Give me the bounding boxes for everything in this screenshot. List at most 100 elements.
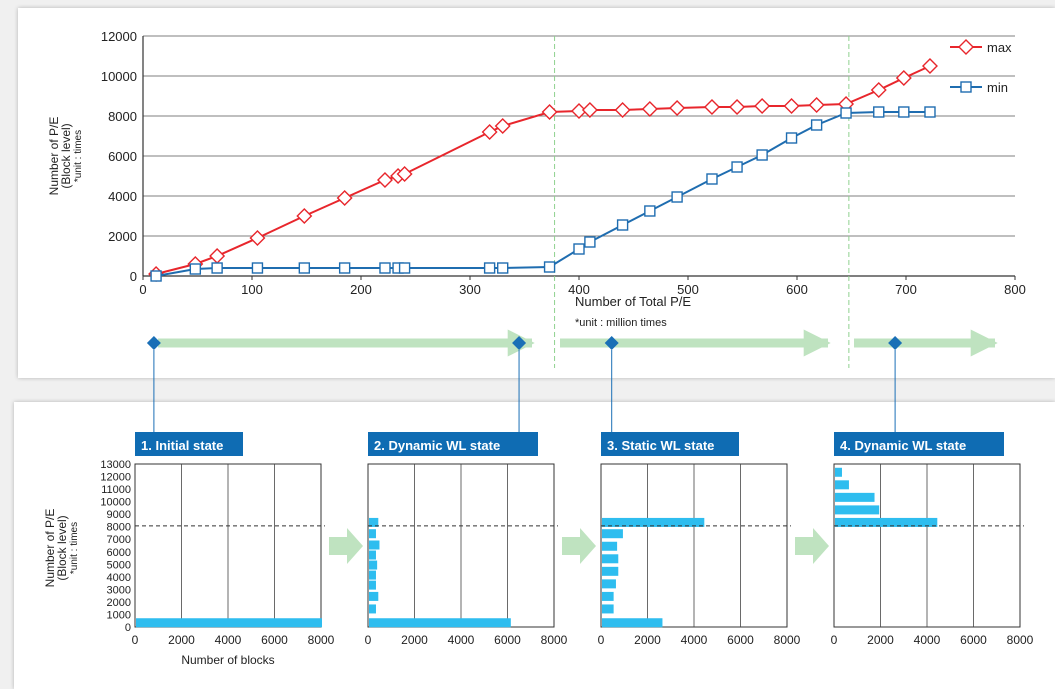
histogram-bar [835, 505, 880, 515]
min-point [483, 262, 496, 274]
y-axis-unit: *unit : times [73, 130, 84, 182]
histogram-bar [602, 604, 614, 614]
x-tick-label: 100 [241, 282, 263, 297]
transition-arrow [329, 528, 363, 564]
histogram-bar [369, 540, 380, 550]
histogram-bar [602, 541, 618, 551]
min-point [644, 205, 656, 217]
y-axis-label-line: (Block level) [55, 515, 69, 580]
y-tick-label: 12000 [100, 472, 131, 484]
histogram-bar [369, 580, 376, 590]
max-point [249, 230, 266, 246]
legend-marker [958, 39, 974, 55]
y-tick-label: 7000 [107, 534, 131, 546]
x-tick-label: 0 [365, 633, 372, 647]
min-point [543, 261, 556, 273]
x-tick-label: 2000 [867, 633, 894, 647]
histogram-bar [369, 529, 376, 539]
x-tick-label: 6000 [960, 633, 987, 647]
y-tick-label: 10000 [101, 69, 137, 84]
max-point [494, 118, 511, 134]
top-panel [18, 8, 1055, 378]
max-point [641, 101, 658, 117]
x-tick-label: 300 [459, 282, 481, 297]
y-axis-label-line: (Block level) [59, 123, 73, 188]
x-tick-label: 2000 [168, 633, 195, 647]
min-point [398, 262, 411, 274]
histogram-bar [136, 618, 322, 628]
max-point [209, 248, 226, 264]
min-point [211, 262, 223, 274]
y-tick-label: 11000 [101, 484, 131, 496]
y-tick-label: 13000 [100, 459, 131, 471]
max-point [870, 82, 887, 98]
x-tick-label: 4000 [681, 633, 708, 647]
series-line-min [155, 111, 930, 277]
x-tick-label: 200 [350, 282, 372, 297]
min-point [298, 262, 311, 274]
min-point [898, 106, 910, 118]
state-label-bg [834, 432, 1004, 456]
max-point [396, 166, 413, 182]
min-point [150, 270, 162, 282]
histogram-bar [602, 591, 614, 601]
min-point [924, 106, 936, 118]
state-label-bg [601, 432, 739, 456]
x-tick-label: 4000 [914, 633, 941, 647]
x-axis-label: Number of Total P/E [575, 294, 691, 309]
max-point [541, 104, 558, 120]
min-point [189, 263, 202, 275]
max-point [481, 124, 498, 140]
state-title: 2. Dynamic WL state [374, 438, 500, 453]
min-point [840, 107, 852, 119]
histogram-bar [602, 517, 705, 527]
histogram-bar [602, 529, 623, 539]
y-tick-label: 10000 [100, 497, 131, 509]
y-tick-label: 6000 [107, 547, 131, 559]
max-point [336, 190, 353, 206]
histogram-3: 0 2000 4000 6000 8000 3. Static WL state [598, 432, 801, 647]
y-tick-label: 2000 [108, 229, 137, 244]
min-point [785, 132, 798, 144]
min-point [497, 262, 509, 274]
y-tick-label: 2000 [107, 597, 131, 609]
x-tick-label: 8000 [774, 633, 801, 647]
x-tick-label: 8000 [1007, 633, 1034, 647]
x-tick-label: 700 [895, 282, 917, 297]
histogram-4: 0 2000 4000 6000 8000 4. Dynamic WL state [831, 432, 1034, 647]
y-axis-unit: *unit : times [69, 522, 80, 574]
x-tick-label: 400 [568, 282, 590, 297]
min-point [379, 262, 391, 274]
min-point [338, 262, 351, 274]
max-point [376, 172, 393, 188]
y-tick-label: 4000 [108, 189, 137, 204]
state-label-bg [135, 432, 243, 456]
min-point [251, 262, 264, 274]
y-tick-label: 3000 [107, 584, 131, 596]
y-axis-label-line: Number of P/E [47, 117, 61, 196]
histogram-2: 0 2000 4000 6000 8000 2. Dynamic WL state [365, 432, 568, 647]
x-tick-label: 6000 [261, 633, 288, 647]
y-tick-label: 6000 [108, 149, 137, 164]
x-tick-label: 6000 [494, 633, 521, 647]
histogram-bar [369, 517, 379, 527]
y-axis-label: Number of P/E(Block level)*unit : times [47, 117, 84, 196]
min-point [810, 119, 823, 131]
phase-arrows [146, 329, 998, 432]
transition-arrow [562, 528, 596, 564]
x-tick-label: 8000 [308, 633, 335, 647]
state-marker [888, 336, 903, 350]
x-tick-label: 6000 [727, 633, 754, 647]
max-point [754, 98, 771, 114]
histogram-bar [835, 517, 938, 527]
x-tick-label: 4000 [448, 633, 475, 647]
histogram-bar [602, 566, 619, 576]
max-point [921, 58, 938, 74]
series-line-max [155, 65, 931, 275]
x-tick-label: 0 [139, 282, 146, 297]
x-tick-label: 2000 [634, 633, 661, 647]
max-point [614, 102, 631, 118]
